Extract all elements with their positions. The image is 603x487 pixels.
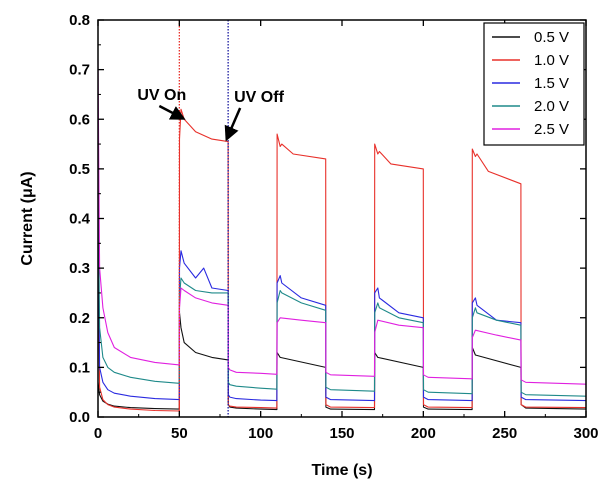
annotation-uv-on-arrow xyxy=(158,104,186,120)
y-tick-label: 0.2 xyxy=(69,310,90,327)
x-tick-label: 50 xyxy=(171,425,188,442)
x-tick-label: 100 xyxy=(248,425,273,442)
annotation-uv-on: UV On xyxy=(137,87,186,104)
x-tick-label: 0 xyxy=(94,425,102,442)
x-tick-label: 250 xyxy=(492,425,517,442)
series-line-1 xyxy=(97,312,587,411)
annotation-uv-off: UV Off xyxy=(234,89,284,106)
legend-label-1: 0.5 V xyxy=(534,29,569,46)
axes-layer: 0 50 100 150 200 250 300 0.0 0.1 0.2 0.3 0.4 0.5 0.6 0… xyxy=(69,12,598,442)
legend-box xyxy=(483,22,585,146)
series-line-5 xyxy=(97,59,587,385)
y-tick-label: 0.6 xyxy=(69,111,90,128)
x-axis-title: Time (s) xyxy=(311,462,372,479)
legend-label-3: 1.5 V xyxy=(534,75,569,92)
legend: 0.5 V 1.0 V 1.5 V 2.0 V 2.5 V xyxy=(483,22,585,146)
series-line-4 xyxy=(97,168,587,397)
y-tick-label: 0.3 xyxy=(69,260,90,277)
annotation-uv-off-arrow xyxy=(224,107,242,142)
y-tick-label: 0.8 xyxy=(69,12,90,29)
legend-label-2: 1.0 V xyxy=(534,52,569,69)
y-tick-label: 0.7 xyxy=(69,62,90,79)
x-tick-label: 150 xyxy=(329,425,354,442)
y-tick-label: 0.1 xyxy=(69,359,90,376)
y-axis-title: Current (μA) xyxy=(19,171,36,265)
legend-label-4: 2.0 V xyxy=(534,98,569,115)
series-line-3 xyxy=(97,193,587,402)
x-tick-label: 300 xyxy=(573,425,598,442)
y-tick-label: 0.4 xyxy=(69,211,91,228)
annotation-layer: UV On UV Off xyxy=(137,87,285,142)
x-tick-label: 200 xyxy=(411,425,436,442)
legend-label-5: 2.5 V xyxy=(534,121,569,138)
uv-marker-layer xyxy=(178,20,229,417)
y-tick-label: 0.5 xyxy=(69,161,90,178)
y-tick-label: 0.0 xyxy=(69,409,90,426)
